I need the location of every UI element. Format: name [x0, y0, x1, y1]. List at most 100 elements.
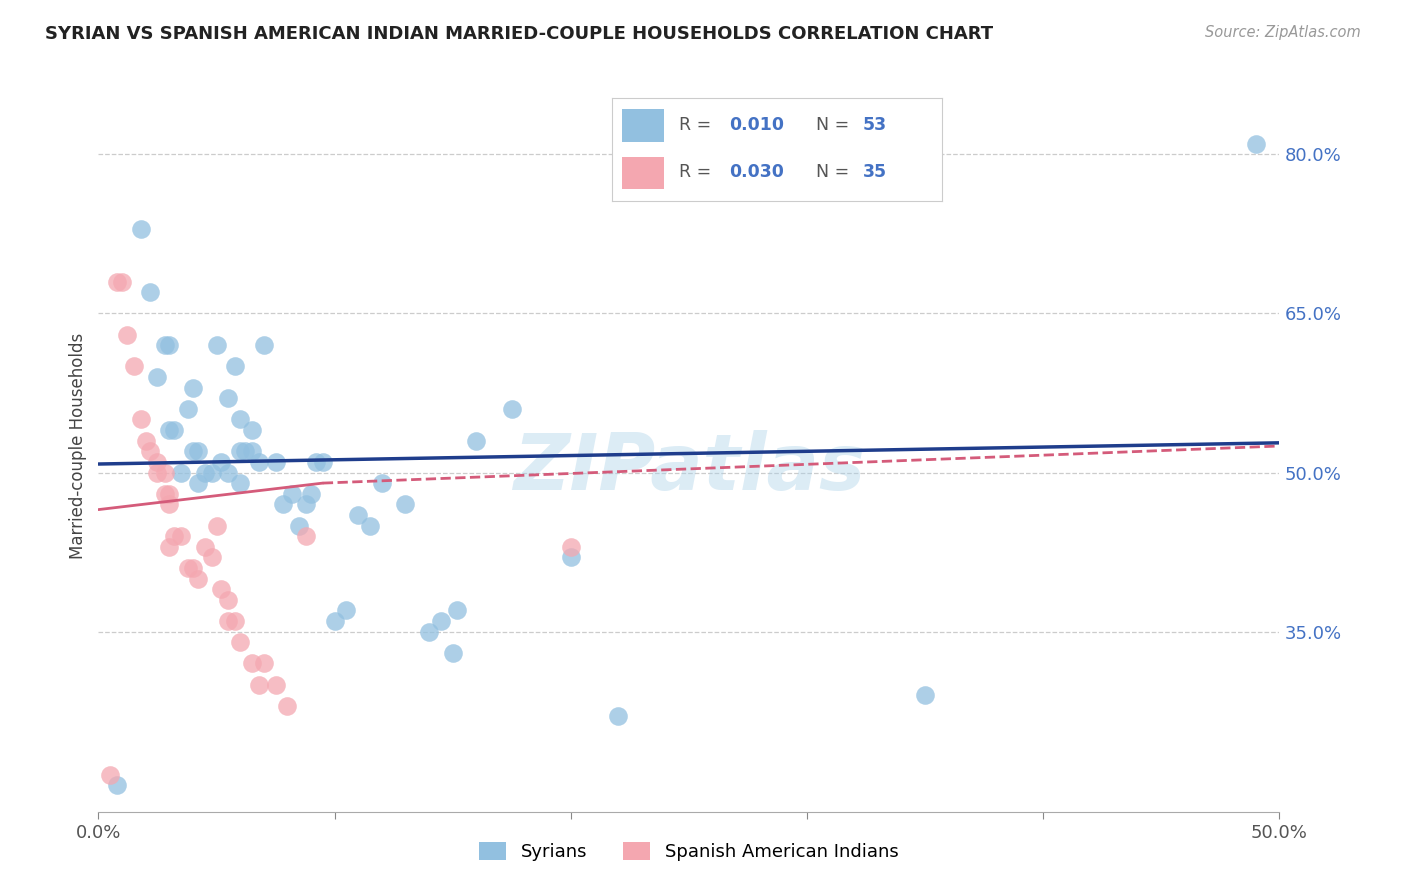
Point: [560, 540, 582, 554]
Point: [115, 327, 138, 342]
Point: [187, 476, 209, 491]
Point: [163, 423, 186, 437]
Point: [347, 508, 370, 522]
Point: [253, 657, 276, 671]
Text: N =: N =: [817, 163, 855, 181]
Point: [139, 285, 162, 300]
Point: [157, 540, 180, 554]
Point: [194, 466, 217, 480]
Point: [146, 455, 169, 469]
Point: [281, 486, 304, 500]
Point: [430, 614, 453, 628]
Point: [194, 540, 217, 554]
Point: [181, 381, 204, 395]
Point: [465, 434, 488, 448]
Point: [201, 550, 224, 565]
Point: [501, 401, 523, 416]
Point: [247, 677, 270, 691]
Point: [153, 466, 176, 480]
Point: [233, 444, 256, 458]
Point: [323, 614, 346, 628]
Point: [129, 221, 152, 235]
Point: [276, 698, 298, 713]
Point: [271, 497, 294, 511]
Point: [264, 455, 287, 469]
Point: [229, 412, 252, 426]
Point: [187, 572, 209, 586]
Point: [229, 476, 252, 491]
Point: [229, 635, 252, 649]
Point: [146, 466, 169, 480]
Point: [205, 338, 228, 352]
Point: [1244, 136, 1267, 151]
Point: [187, 444, 209, 458]
Point: [335, 603, 357, 617]
Point: [217, 592, 239, 607]
Point: [359, 518, 381, 533]
Point: [153, 486, 176, 500]
Point: [224, 614, 246, 628]
Point: [209, 582, 232, 596]
Point: [135, 434, 157, 448]
Point: [247, 455, 270, 469]
Point: [240, 657, 263, 671]
Point: [111, 275, 134, 289]
Point: [288, 518, 311, 533]
Point: [163, 529, 186, 543]
FancyBboxPatch shape: [621, 110, 665, 142]
Point: [177, 401, 200, 416]
FancyBboxPatch shape: [621, 157, 665, 189]
Text: 0.030: 0.030: [728, 163, 783, 181]
Point: [240, 444, 263, 458]
Point: [105, 778, 128, 792]
Point: [98, 767, 121, 781]
Point: [217, 614, 239, 628]
Text: ZIPatlas: ZIPatlas: [513, 430, 865, 506]
Point: [418, 624, 440, 639]
Point: [201, 466, 224, 480]
Point: [607, 709, 630, 723]
Point: [240, 423, 263, 437]
Point: [224, 359, 246, 374]
Point: [157, 423, 180, 437]
Y-axis label: Married-couple Households: Married-couple Households: [69, 333, 87, 559]
Text: 0.010: 0.010: [728, 116, 785, 135]
Point: [295, 529, 318, 543]
Point: [394, 497, 416, 511]
Text: N =: N =: [817, 116, 855, 135]
Point: [105, 275, 128, 289]
Point: [181, 444, 204, 458]
Point: [181, 561, 204, 575]
Point: [153, 338, 176, 352]
Text: 53: 53: [863, 116, 887, 135]
Point: [129, 412, 152, 426]
Point: [264, 677, 287, 691]
Text: SYRIAN VS SPANISH AMERICAN INDIAN MARRIED-COUPLE HOUSEHOLDS CORRELATION CHART: SYRIAN VS SPANISH AMERICAN INDIAN MARRIE…: [45, 25, 993, 43]
Point: [295, 497, 318, 511]
Point: [441, 646, 464, 660]
Point: [122, 359, 145, 374]
Point: [299, 486, 322, 500]
Point: [914, 688, 936, 702]
Point: [209, 455, 232, 469]
Text: R =: R =: [679, 163, 717, 181]
Point: [157, 486, 180, 500]
Point: [157, 338, 180, 352]
Point: [560, 550, 582, 565]
Point: [205, 518, 228, 533]
Point: [139, 444, 162, 458]
Point: [446, 603, 468, 617]
Point: [371, 476, 394, 491]
Point: [146, 370, 169, 384]
Legend: Syrians, Spanish American Indians: Syrians, Spanish American Indians: [472, 835, 905, 869]
Point: [177, 561, 200, 575]
Point: [170, 466, 193, 480]
Point: [217, 392, 239, 406]
Point: [305, 455, 328, 469]
Text: 35: 35: [863, 163, 887, 181]
Point: [170, 529, 193, 543]
Point: [312, 455, 335, 469]
Text: R =: R =: [679, 116, 717, 135]
Point: [229, 444, 252, 458]
Point: [157, 497, 180, 511]
